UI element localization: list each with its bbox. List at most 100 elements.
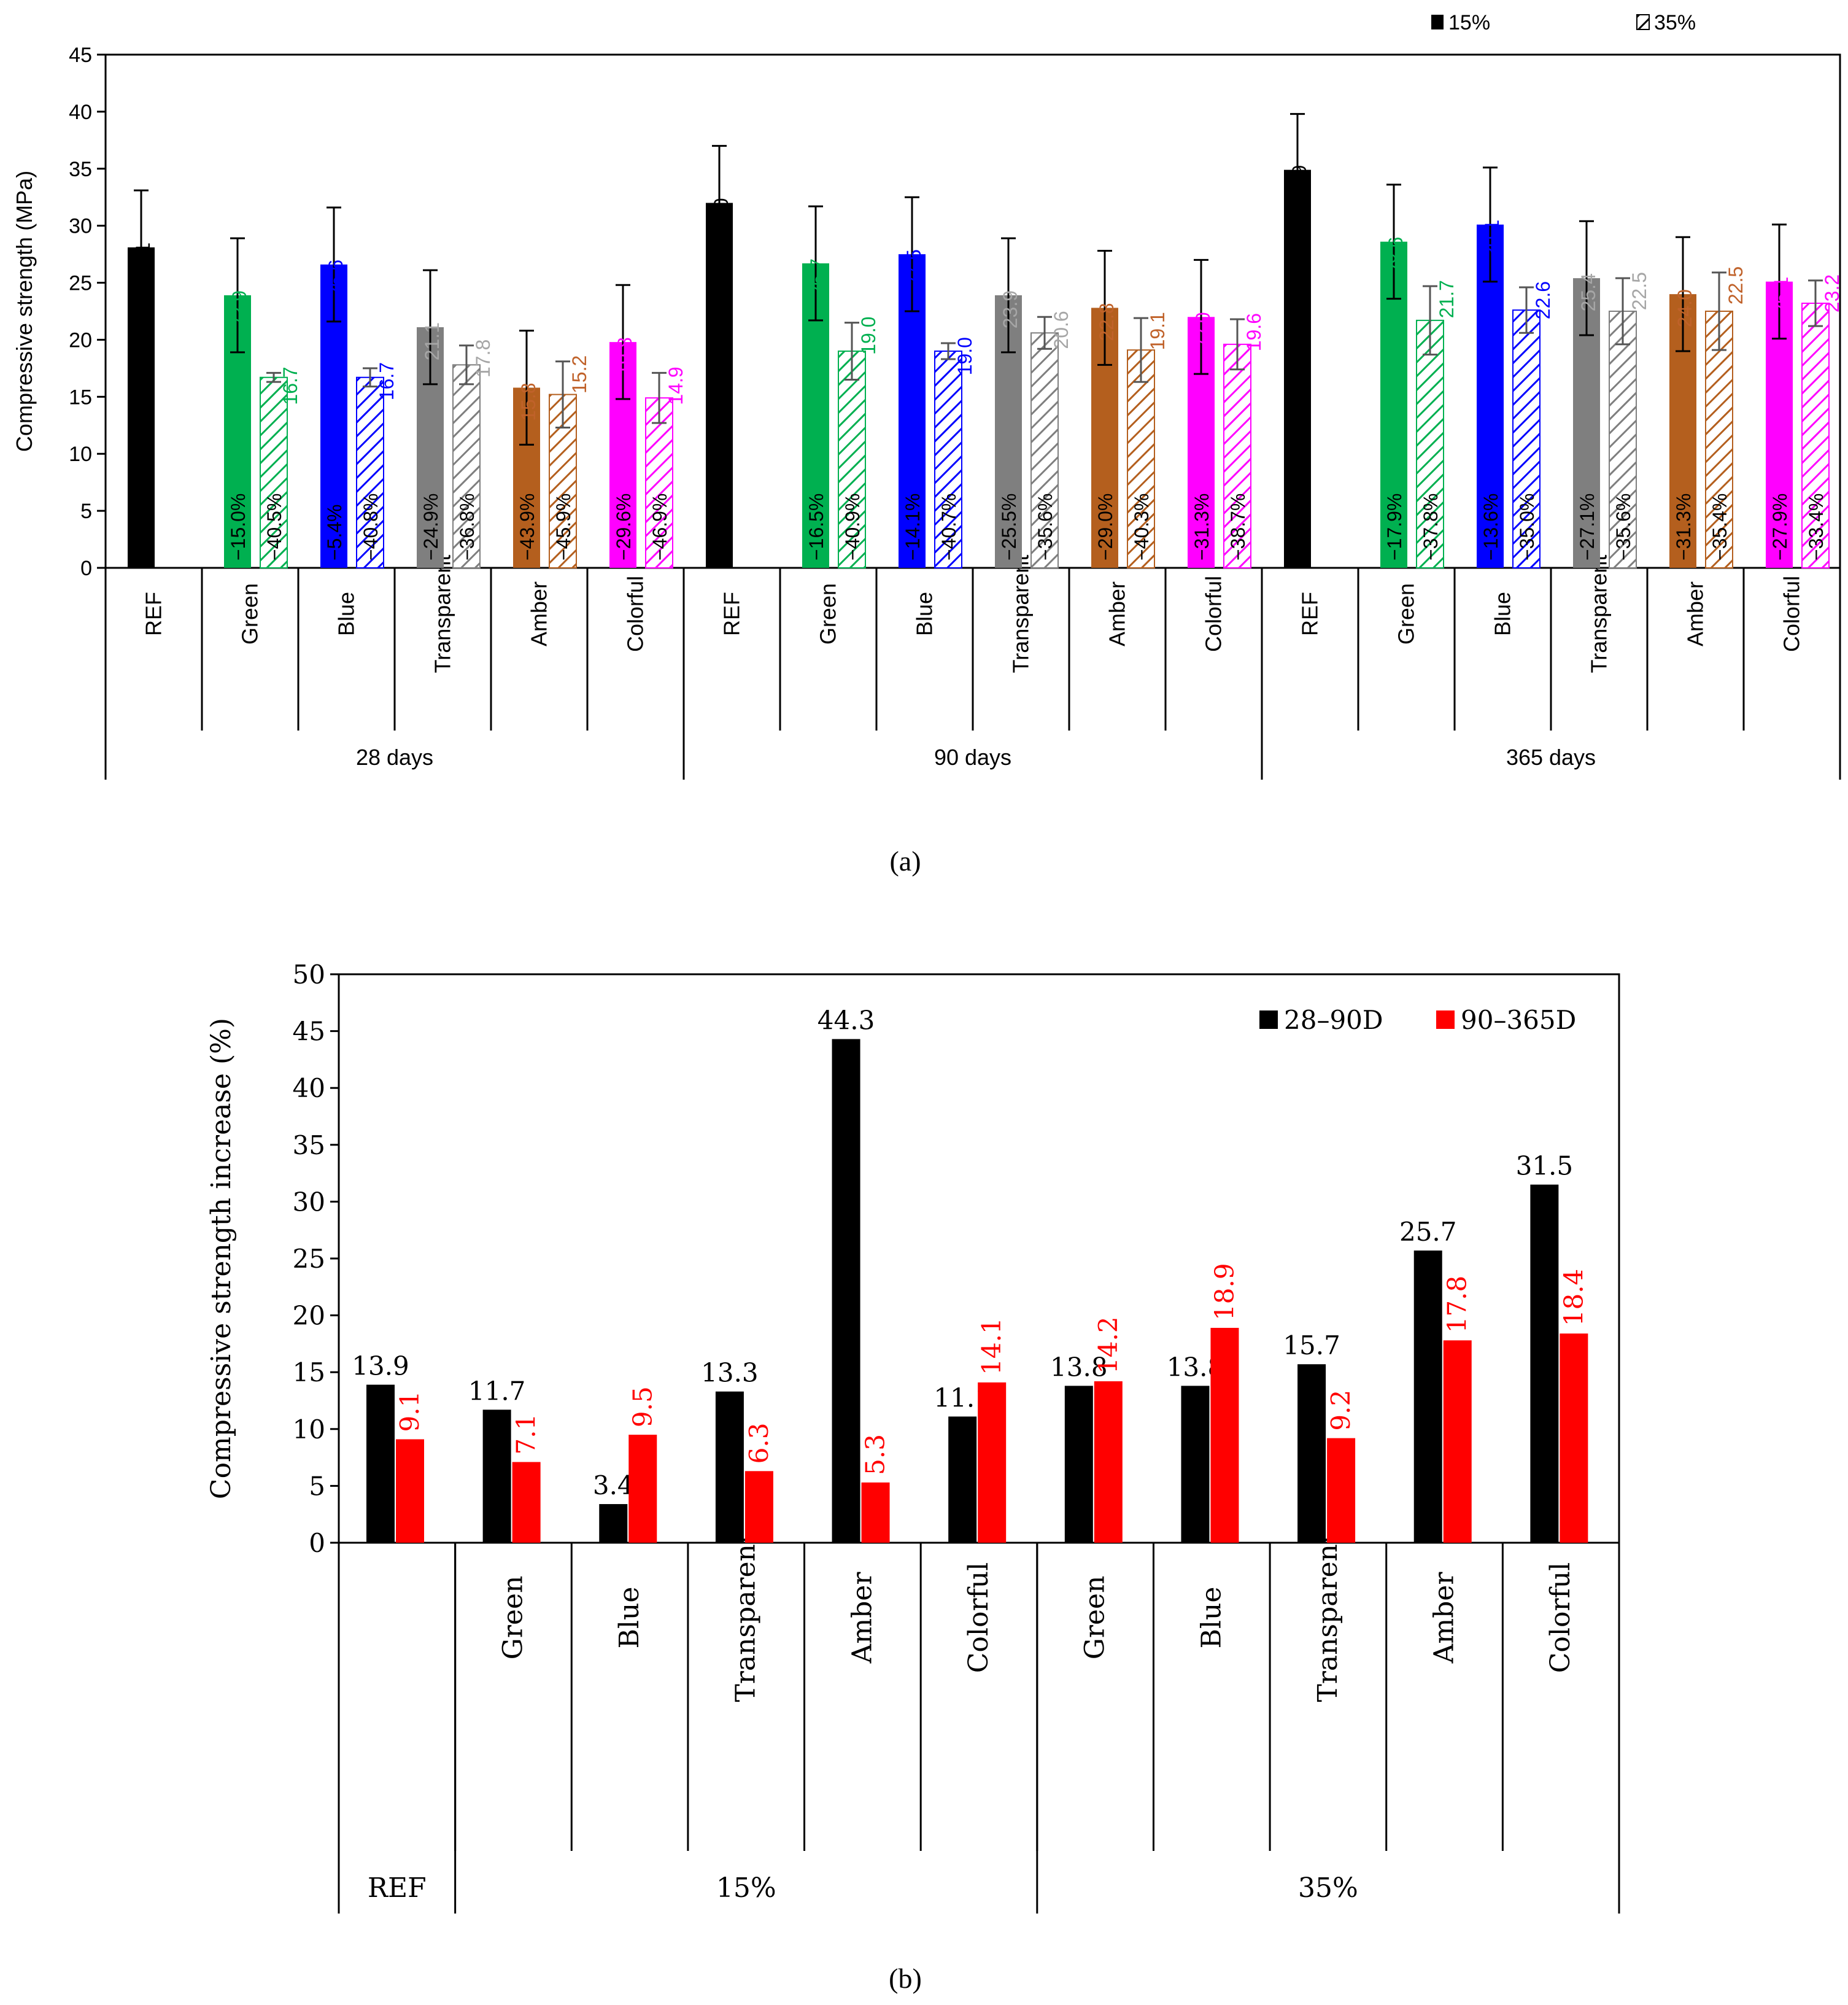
category-label-colorful: Colorful bbox=[963, 1562, 994, 1673]
bar-28-90d-green bbox=[482, 1410, 511, 1543]
category-label-amber: Amber bbox=[1105, 581, 1130, 646]
y-tick-label-a: 25 bbox=[69, 272, 92, 295]
group-label-35: 35% bbox=[1298, 1872, 1358, 1904]
category-label-blue: Blue bbox=[1490, 592, 1515, 636]
value-label-35: 16.7 bbox=[279, 366, 301, 405]
value-label-90-365d: 6.3 bbox=[744, 1423, 774, 1464]
value-label-35: 20.6 bbox=[1050, 311, 1072, 349]
y-tick-label-b: 25 bbox=[293, 1244, 325, 1274]
bar-28-90d-blue bbox=[599, 1504, 628, 1543]
percent-label-15: −15.0% bbox=[227, 494, 249, 560]
value-label-35: 14.9 bbox=[665, 366, 687, 405]
percent-label-15: −27.1% bbox=[1576, 494, 1598, 560]
value-label-15: 28.6 bbox=[1385, 237, 1407, 275]
y-tick-label-b: 40 bbox=[293, 1073, 325, 1103]
category-label-green: Green bbox=[1394, 583, 1419, 645]
category-label-transparent: Transparent bbox=[1008, 555, 1034, 673]
percent-label-35: −35.6% bbox=[1034, 494, 1056, 560]
percent-label-35: −35.4% bbox=[1709, 494, 1731, 560]
value-label-90-365d: 9.2 bbox=[1326, 1390, 1356, 1431]
y-tick-label-b: 15 bbox=[293, 1357, 325, 1387]
value-label-15: 25.1 bbox=[1770, 277, 1792, 315]
y-tick-label-b: 50 bbox=[293, 960, 325, 990]
bar-35-green bbox=[838, 351, 866, 568]
y-tick-label-a: 0 bbox=[80, 557, 92, 580]
category-label-blue: Blue bbox=[912, 592, 937, 636]
legend-label-35: 35% bbox=[1654, 11, 1696, 34]
value-label-15: 15.8 bbox=[517, 382, 539, 421]
bar-35-blue bbox=[934, 351, 962, 568]
percent-label-35: −40.3% bbox=[1131, 494, 1153, 560]
category-label-green: Green bbox=[497, 1576, 528, 1660]
bar-90-365d-colorful bbox=[978, 1382, 1007, 1543]
category-label-green: Green bbox=[238, 583, 263, 645]
percent-label-15: −31.3% bbox=[1672, 494, 1695, 560]
y-tick-label-b: 20 bbox=[293, 1301, 325, 1331]
value-label-28-90d: 44.3 bbox=[818, 1006, 875, 1036]
group-label-ref: REF bbox=[368, 1872, 427, 1904]
percent-label-15: −29.0% bbox=[1094, 494, 1116, 560]
percent-label-15: −13.6% bbox=[1480, 494, 1502, 560]
legend-b: 28–90D 90–365D bbox=[1259, 1005, 1576, 1035]
value-label-28-90d: 13.8 bbox=[1050, 1352, 1108, 1382]
category-label-amber: Amber bbox=[846, 1572, 878, 1664]
y-tick-label-a: 40 bbox=[69, 101, 92, 124]
caption-a: (a) bbox=[889, 845, 921, 877]
bar-28-90d-colorful bbox=[948, 1416, 977, 1543]
category-label-colorful: Colorful bbox=[1779, 576, 1804, 652]
value-label-35: 19.6 bbox=[1243, 313, 1265, 351]
bar-35-blue bbox=[356, 376, 384, 568]
value-label-90-365d: 17.8 bbox=[1442, 1276, 1472, 1333]
category-label-green: Green bbox=[1080, 1576, 1111, 1660]
bar-35-green bbox=[1416, 319, 1444, 569]
bar-35-colorful bbox=[1223, 343, 1251, 568]
chart-b-strength-increase: 0 5 10 15 20 25 30 35 40 45 50 Compressive strength… bbox=[206, 960, 1620, 1914]
legend-label-90-365d: 90–365D bbox=[1461, 1005, 1576, 1035]
category-label-colorful: Colorful bbox=[1545, 1562, 1576, 1673]
legend-swatch-90-365d bbox=[1436, 1010, 1455, 1029]
group-label-90-days: 90 days bbox=[934, 745, 1011, 770]
percent-label-15: −25.5% bbox=[998, 494, 1020, 560]
value-label-15: 19.8 bbox=[614, 337, 636, 375]
category-label-ref: REF bbox=[719, 592, 744, 636]
group-label-15: 15% bbox=[716, 1872, 776, 1904]
bar-90-365d-blue bbox=[628, 1435, 657, 1543]
bar-90-365d-amber bbox=[1443, 1340, 1472, 1543]
category-label-blue: Blue bbox=[1196, 1587, 1227, 1649]
category-label-amber: Amber bbox=[527, 581, 552, 646]
bar-90-365d-transparent bbox=[1327, 1438, 1356, 1543]
bar-35-transparent bbox=[1609, 311, 1637, 568]
category-label-amber: Amber bbox=[1429, 1572, 1460, 1664]
category-label-amber: Amber bbox=[1683, 581, 1708, 646]
percent-label-35: −33.4% bbox=[1805, 494, 1827, 560]
percent-label-35: −38.7% bbox=[1227, 494, 1249, 560]
bar-15-ref bbox=[706, 203, 733, 568]
percent-label-35: −35.0% bbox=[1516, 494, 1538, 560]
group-label-365-days: 365 days bbox=[1506, 745, 1596, 770]
category-label-blue: Blue bbox=[334, 592, 359, 636]
value-label-15: 22.8 bbox=[1096, 303, 1118, 341]
value-label-28-90d: 15.7 bbox=[1283, 1330, 1340, 1360]
percent-label-35: −40.5% bbox=[263, 494, 285, 560]
bar-90-365d-amber bbox=[861, 1482, 890, 1543]
category-label-transparent: Transparent bbox=[730, 1533, 762, 1702]
value-label-35: 22.5 bbox=[1628, 272, 1650, 310]
category-label-blue: Blue bbox=[614, 1587, 645, 1649]
value-label-35: 17.8 bbox=[472, 339, 494, 378]
legend-swatch-28-90d bbox=[1259, 1010, 1278, 1029]
percent-label-35: −40.7% bbox=[938, 494, 960, 560]
legend-a: 15% 35% bbox=[1431, 11, 1696, 34]
value-label-28-90d: 11.7 bbox=[468, 1376, 526, 1406]
percent-label-15: −43.9% bbox=[516, 494, 538, 560]
category-label-ref: REF bbox=[1297, 592, 1323, 636]
bar-90-365d-blue bbox=[1210, 1327, 1239, 1543]
bar-90-365d-ref bbox=[396, 1439, 424, 1543]
legend-swatch-35 bbox=[1636, 14, 1650, 30]
bar-28-90d-amber bbox=[832, 1039, 860, 1543]
bar-90-365d-transparent bbox=[744, 1471, 773, 1543]
bar-28-90d-blue bbox=[1181, 1386, 1210, 1543]
value-label-90-365d: 5.3 bbox=[860, 1434, 891, 1475]
category-label-colorful: Colorful bbox=[1201, 576, 1226, 652]
value-label-35: 21.7 bbox=[1436, 280, 1458, 318]
